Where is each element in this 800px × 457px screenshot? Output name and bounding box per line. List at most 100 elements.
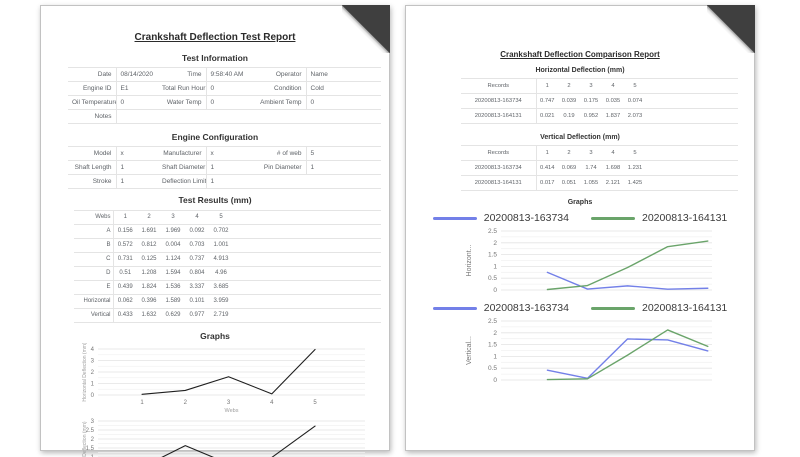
table-cell: 0.703: [189, 242, 205, 248]
table-cell: 2.719: [213, 312, 229, 318]
table-cell: E1: [115, 81, 158, 96]
table-cell: x: [115, 146, 158, 161]
table-row: Horizontal 0.062 0.396 1.589 0.101 3.959: [74, 294, 381, 309]
table-cell: Time: [187, 71, 202, 78]
svg-text:5: 5: [313, 400, 317, 406]
table-cell: 0.017: [535, 175, 558, 191]
table-row: Notes: [68, 109, 381, 124]
svg-text:1: 1: [493, 353, 497, 360]
table-cell: 1.425: [627, 180, 643, 186]
legend-label: 20200813-164131: [642, 302, 728, 314]
svg-text:2.5: 2.5: [488, 318, 497, 325]
table-cell: Manufacturer: [163, 150, 202, 157]
comparison-report-page[interactable]: Crankshaft Deflection Comparison Report …: [405, 5, 755, 451]
table-filler-cell: [646, 94, 738, 109]
table-row: Engine ID E1 Total Run Hour 0 Condition Cold: [68, 81, 381, 96]
table-row: 20200813-163734 0.747 0.039 0.175 0.035 0.074: [461, 93, 738, 109]
test-report-page[interactable]: Crankshaft Deflection Test Report Test I…: [40, 5, 390, 457]
svg-text:0: 0: [91, 393, 95, 399]
table-cell: 1.055: [583, 180, 599, 186]
table-cell: 1.698: [605, 165, 621, 171]
table-filler-cell: [646, 176, 738, 191]
table-row: Records 1 2 3 4 5: [461, 145, 738, 161]
table-cell: 3.959: [213, 298, 229, 304]
table-cell: Shaft Diameter: [162, 164, 206, 171]
table-row: Stroke 1 Deflection Limit 1: [68, 174, 381, 189]
table-cell: 1: [535, 78, 558, 94]
svg-text:1.5: 1.5: [488, 342, 497, 349]
table-cell: 1.837: [605, 113, 621, 119]
table-cell: 1.589: [165, 298, 181, 304]
table-cell: 1: [112, 210, 137, 225]
section-heading-test-results: Test Results (mm): [178, 195, 252, 205]
svg-text:0.5: 0.5: [488, 365, 497, 372]
table-cell: 2.121: [605, 180, 621, 186]
line-chart-svg: 0 1 2 3 4 1 2 3 4 5 Webs Horizontal Deflection (mm): [82, 343, 365, 413]
table-cell: 3.337: [189, 284, 205, 290]
table-cell: 4: [611, 150, 615, 156]
table-cell: Records: [487, 83, 510, 89]
table-cell: 4: [195, 214, 199, 220]
table-cell: [206, 110, 248, 124]
table-filler-cell: [233, 211, 381, 225]
table-row: 20200813-164131 0.017 0.051 1.055 2.121 1.425: [461, 175, 738, 191]
table-cell: 20200813-164131: [474, 113, 522, 119]
table-row: Vertical 0.433 1.632 0.629 0.977 2.719: [74, 308, 381, 323]
svg-text:2.5: 2.5: [86, 428, 95, 434]
table-cell: 0: [205, 95, 248, 110]
table-filler-cell: [233, 239, 381, 253]
table-cell: 0.396: [141, 298, 157, 304]
section-heading-engine-configuration: Engine Configuration: [171, 132, 259, 142]
svg-text:2: 2: [91, 370, 95, 376]
table-cell: 1.969: [165, 228, 181, 234]
table-filler-cell: [646, 79, 738, 94]
table-cell: 5: [305, 146, 381, 161]
table-cell: [248, 175, 306, 189]
table-cell: 1.208: [141, 270, 157, 276]
table-cell: 0.069: [561, 165, 577, 171]
svg-text:2: 2: [184, 400, 188, 406]
page-title: Crankshaft Deflection Comparison Report: [500, 50, 660, 59]
page-corner-fold-icon: [707, 5, 755, 53]
table-cell: 5: [633, 83, 637, 89]
table-cell: # of web: [276, 150, 302, 157]
svg-text:3: 3: [227, 400, 231, 406]
horizontal-deflection-table: Records 1 2 3 4 5 20200813-163734 0.747 0.039 0.…: [461, 78, 738, 124]
table-cell: 20200813-163734: [474, 165, 522, 171]
table-filler-cell: [233, 225, 381, 239]
table-cell: 1.632: [141, 312, 157, 318]
table-cell: Oil Temperature: [72, 99, 116, 106]
chart-legend: 20200813-163734 20200813-164131: [406, 212, 754, 224]
table-row: B 0.572 0.812 0.004 0.703 1.001: [74, 238, 381, 253]
svg-text:2: 2: [91, 437, 95, 443]
vertical-deflection-table: Records 1 2 3 4 5 20200813-163734 0.414 0.069 1.…: [461, 145, 738, 191]
table-cell: B: [106, 242, 111, 248]
table-filler-cell: [233, 281, 381, 295]
table-cell: 1.824: [141, 284, 157, 290]
table-cell: 0.51: [112, 266, 137, 281]
svg-text:Vertical Deflection (mm): Vertical Deflection (mm): [82, 421, 88, 457]
table-cell: 0.035: [605, 98, 621, 104]
table-cell: 1.124: [165, 256, 181, 262]
table-cell: Deflection Limit: [162, 178, 206, 185]
svg-text:Webs: Webs: [225, 408, 239, 413]
table-cell: Condition: [274, 85, 302, 92]
table-cell: 0.004: [165, 242, 181, 248]
table-filler-cell: [233, 253, 381, 267]
legend-label: 20200813-163734: [483, 302, 569, 314]
table-cell: [115, 109, 158, 124]
legend-line-swatch-icon: [432, 216, 477, 220]
table-cell: 20200813-163734: [474, 98, 522, 104]
table-cell: Notes: [94, 113, 112, 120]
table-row: C 0.731 0.125 1.124 0.737 4.913: [74, 252, 381, 267]
table-cell: 1.74: [585, 165, 597, 171]
svg-text:1.5: 1.5: [86, 446, 95, 452]
svg-text:3: 3: [91, 359, 95, 365]
legend-label: 20200813-163734: [483, 212, 569, 224]
table-cell: 1.594: [165, 270, 181, 276]
vertical-deflection-chart: 00.511.522.5312345WebsVertical Deflectio…: [53, 415, 377, 457]
table-cell: C: [106, 256, 111, 262]
table-cell: 4.96: [215, 270, 227, 276]
table-cell: [158, 110, 206, 124]
svg-text:0: 0: [493, 377, 497, 384]
